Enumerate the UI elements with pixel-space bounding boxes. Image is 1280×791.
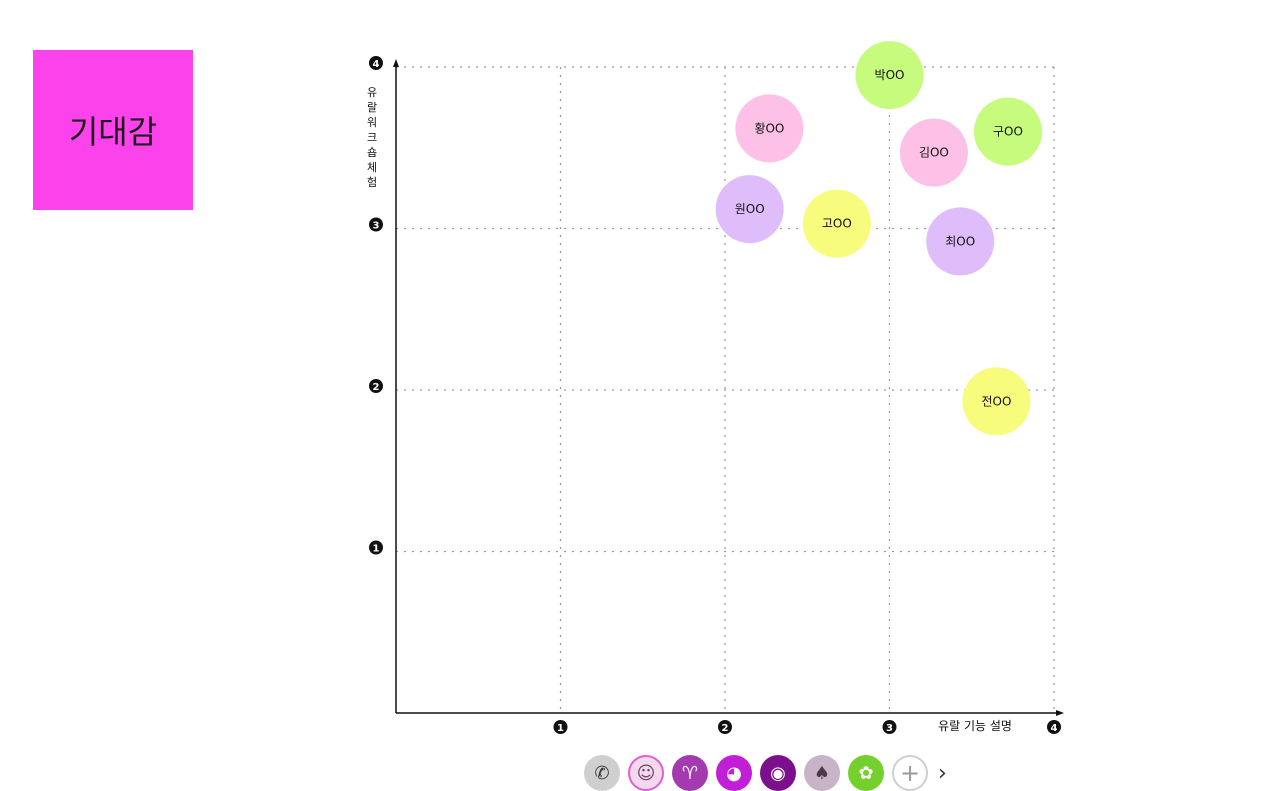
data-point-label: 황OO [754,121,784,135]
y-tick: 2 [369,379,383,393]
x-tick: 2 [718,720,732,734]
data-point-marker [735,94,804,163]
collaborator-bar: ✆ ☺ ♈ ◕ ◉ ♠ ✿ + › [584,755,947,791]
ladybug-icon: ✿ [858,762,874,784]
chart-axes [393,59,1064,716]
y-tick-badge [369,379,383,393]
x-tick-label: 4 [1051,723,1058,734]
x-tick: 1 [553,720,568,734]
data-point-marker [899,118,968,187]
avatar[interactable]: ✿ [848,755,884,791]
data-point-label: 구OO [993,125,1023,139]
data-point-marker [802,189,871,258]
user-photo-icon: ☺ [636,762,656,784]
data-point-label: 김OO [919,146,949,160]
hippo-icon: ◕ [726,762,742,784]
data-point-marker [973,97,1042,166]
call-button[interactable]: ✆ [584,755,620,791]
data-point: 최OO [926,207,995,276]
x-tick-badge [553,720,568,734]
y-tick: 4 [369,56,383,70]
y-tick-label: 4 [373,59,380,70]
y-tick-badge [369,217,383,232]
data-point-label: 고OO [822,217,852,231]
x-tick-label: 2 [722,723,729,734]
data-point-label: 원OO [735,202,765,216]
chart-points: 박OO 황OO 구OO 김OO 원OO 고OO 최OO 전OO [715,41,1042,436]
sticky-note[interactable]: 기대감 [33,50,193,210]
x-tick-badge [718,720,732,734]
chart-axis-labels: 유랄 기능 설명 유 랄 워 크 숍 체 험 [367,86,1012,733]
data-point: 전OO [962,367,1031,436]
x-tick: 3 [882,720,897,734]
data-point: 구OO [973,97,1042,166]
x-tick-label: 3 [886,723,893,734]
y-axis-arrow [393,59,399,67]
phone-icon: ✆ [594,762,610,784]
x-axis-arrow [1056,710,1064,716]
add-icon: + [899,759,921,787]
x-tick-badge [882,720,897,734]
add-collaborator-button[interactable]: + [892,755,928,791]
data-point: 김OO [899,118,968,187]
y-tick: 1 [369,540,383,555]
data-point-label: 전OO [981,394,1011,408]
chevron-right-icon[interactable]: › [938,760,947,786]
y-tick-label: 2 [373,382,380,393]
avatar[interactable]: ☺ [628,755,664,791]
x-tick: 4 [1047,720,1061,734]
data-point-label: 최OO [945,234,975,248]
x-tick-badge [1047,720,1061,734]
y-tick-badge [369,540,383,555]
panda-icon: ◉ [770,762,786,784]
y-tick-label: 1 [373,544,380,555]
data-point-marker [715,175,784,244]
x-axis-label: 유랄 기능 설명 [938,719,1012,733]
sticky-note-label: 기대감 [68,113,158,151]
data-point-label: 박OO [875,68,905,82]
avatar[interactable]: ♈ [672,755,708,791]
y-tick-badge [369,56,383,70]
x-tick-label: 1 [557,723,564,734]
data-point-marker [855,41,924,110]
data-point-marker [926,207,995,276]
data-point: 원OO [715,175,784,244]
data-point: 박OO [855,41,924,110]
data-point-marker [962,367,1031,436]
goat-icon: ♈ [681,762,699,784]
elephant-icon: ♠ [813,762,831,784]
data-point: 고OO [802,189,871,258]
avatar[interactable]: ♠ [804,755,840,791]
chart-ticks: 1 2 3 4 1 2 3 4 [369,56,1061,734]
y-tick-label: 3 [373,221,380,232]
data-point: 황OO [735,94,804,163]
avatar[interactable]: ◉ [760,755,796,791]
avatar[interactable]: ◕ [716,755,752,791]
y-tick: 3 [369,217,383,232]
